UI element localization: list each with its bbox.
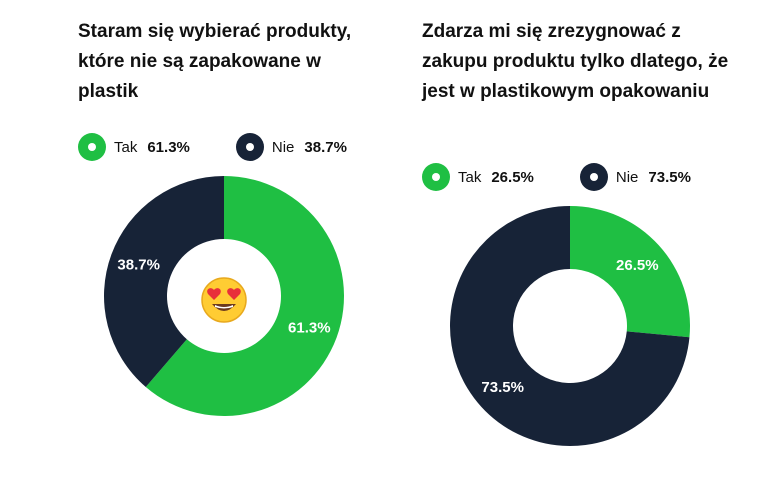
- legend-value: 26.5%: [491, 168, 534, 186]
- legend: Tak 61.3% Nie 38.7%: [78, 133, 347, 161]
- legend-item-tak: Tak 61.3%: [78, 133, 190, 161]
- slice-nie: [103, 176, 224, 388]
- chart-panel-2: Zdarza mi się zrezygnować z zakupu produ…: [388, 0, 776, 501]
- slice-tak: [145, 176, 344, 416]
- legend-swatch-nie: [579, 163, 608, 191]
- chart-panel-1: Staram się wybierać produkty, które nie …: [78, 21, 352, 416]
- legend-item-nie: Nie 38.7%: [235, 133, 347, 161]
- legend: Tak 26.5% Nie 73.5%: [422, 163, 691, 191]
- legend-value: 38.7%: [304, 138, 347, 156]
- slice-tak: [570, 206, 690, 338]
- heart-eyes-emoji-icon: [200, 276, 248, 329]
- chart-title: Zdarza mi się zrezygnować z zakupu produ…: [422, 21, 729, 102]
- legend-value: 73.5%: [648, 168, 691, 186]
- slice-label-tak: 26.5%: [616, 257, 659, 274]
- slice-label-nie: 73.5%: [481, 379, 524, 396]
- legend-item-nie: Nie 73.5%: [579, 163, 691, 191]
- slice-nie: [450, 206, 690, 446]
- legend-swatch-tak: [422, 163, 450, 191]
- legend-value: 61.3%: [147, 138, 190, 156]
- chart-title: Staram się wybierać produkty, które nie …: [78, 21, 352, 102]
- legend-label: Nie: [271, 138, 295, 156]
- legend-swatch-nie: [235, 133, 264, 161]
- legend-label: Nie: [615, 168, 639, 186]
- legend-item-tak: Tak 26.5%: [422, 163, 534, 191]
- donut-chart: 61.3% 38.7%: [103, 176, 344, 416]
- legend-swatch-tak: [78, 133, 106, 161]
- slice-label-tak: 61.3%: [288, 320, 331, 337]
- slice-label-nie: 38.7%: [117, 256, 160, 273]
- donut-chart: 26.5% 73.5%: [450, 206, 690, 446]
- legend-label: Tak: [114, 138, 138, 156]
- legend-label: Tak: [458, 168, 482, 186]
